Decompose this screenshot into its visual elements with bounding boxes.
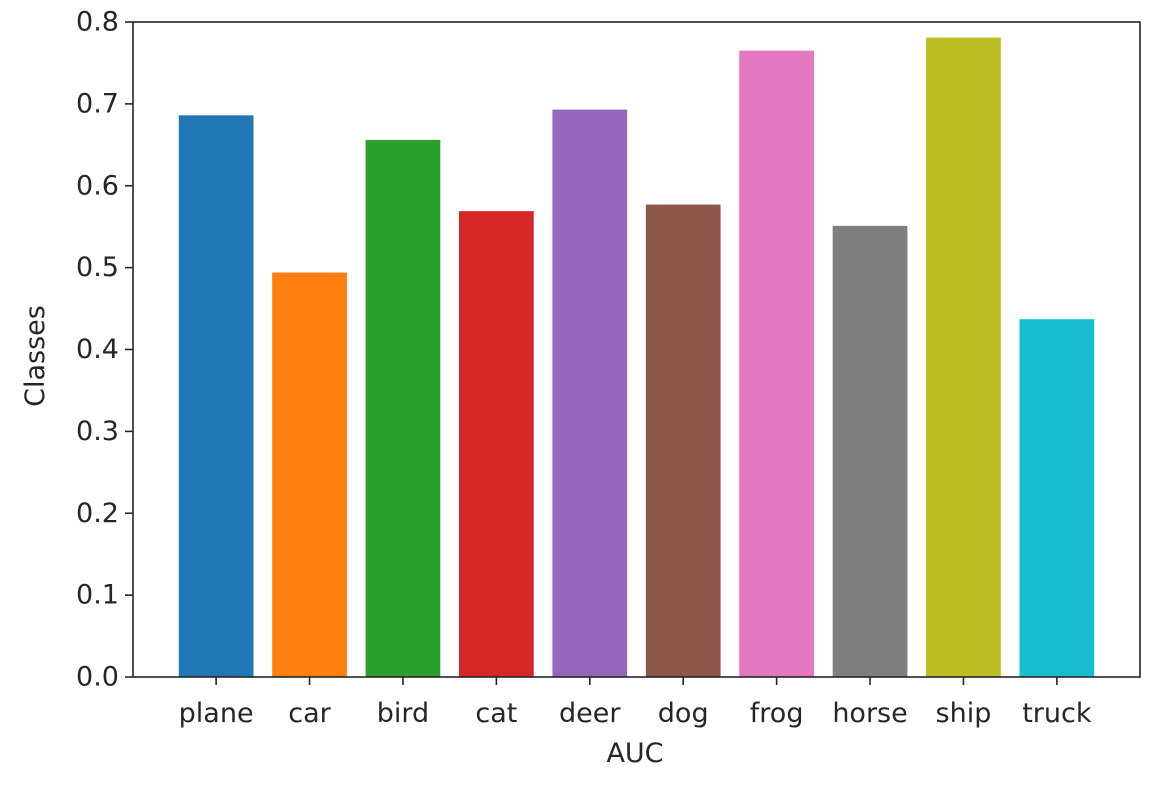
bar-truck — [1019, 319, 1095, 677]
y-tick-label: 0.5 — [76, 252, 119, 283]
bar-horse — [832, 225, 908, 677]
x-tick-label-horse: horse — [832, 698, 907, 729]
y-tick-label: 0.2 — [76, 498, 119, 529]
y-axis-label: Classes — [20, 305, 51, 407]
x-tick-label-dog: dog — [658, 698, 709, 729]
y-tick-label: 0.0 — [76, 662, 119, 693]
x-tick-label-plane: plane — [179, 698, 254, 729]
y-axis-ticks: 0.0 0.1 0.2 0.3 0.4 0.5 0.6 0.7 0.8 — [76, 7, 133, 693]
x-tick-label-ship: ship — [936, 698, 992, 729]
bar-bird — [365, 139, 441, 677]
bar-car — [272, 272, 347, 677]
x-tick-label-car: car — [288, 698, 331, 729]
x-tick-label-deer: deer — [559, 698, 621, 729]
x-axis-ticks: plane car bird cat deer dog frog horse ship truck — [179, 677, 1092, 729]
bar-deer — [552, 109, 628, 677]
y-tick-label: 0.3 — [76, 416, 119, 447]
bar-ship — [926, 37, 1001, 677]
y-tick-label: 0.8 — [76, 7, 119, 38]
y-tick-label: 0.7 — [76, 88, 119, 119]
bar-plane — [178, 115, 254, 677]
x-tick-label-frog: frog — [750, 698, 804, 729]
x-tick-label-truck: truck — [1022, 698, 1092, 729]
x-axis-label: AUC — [606, 738, 663, 769]
bars-layer — [178, 37, 1095, 678]
y-tick-label: 0.1 — [76, 580, 119, 611]
x-tick-label-cat: cat — [475, 698, 517, 729]
y-tick-label: 0.6 — [76, 170, 119, 201]
bar-cat — [459, 211, 534, 677]
x-tick-label-bird: bird — [377, 698, 429, 729]
y-tick-label: 0.4 — [76, 334, 119, 365]
bar-dog — [645, 204, 721, 678]
bar-frog — [739, 50, 814, 677]
